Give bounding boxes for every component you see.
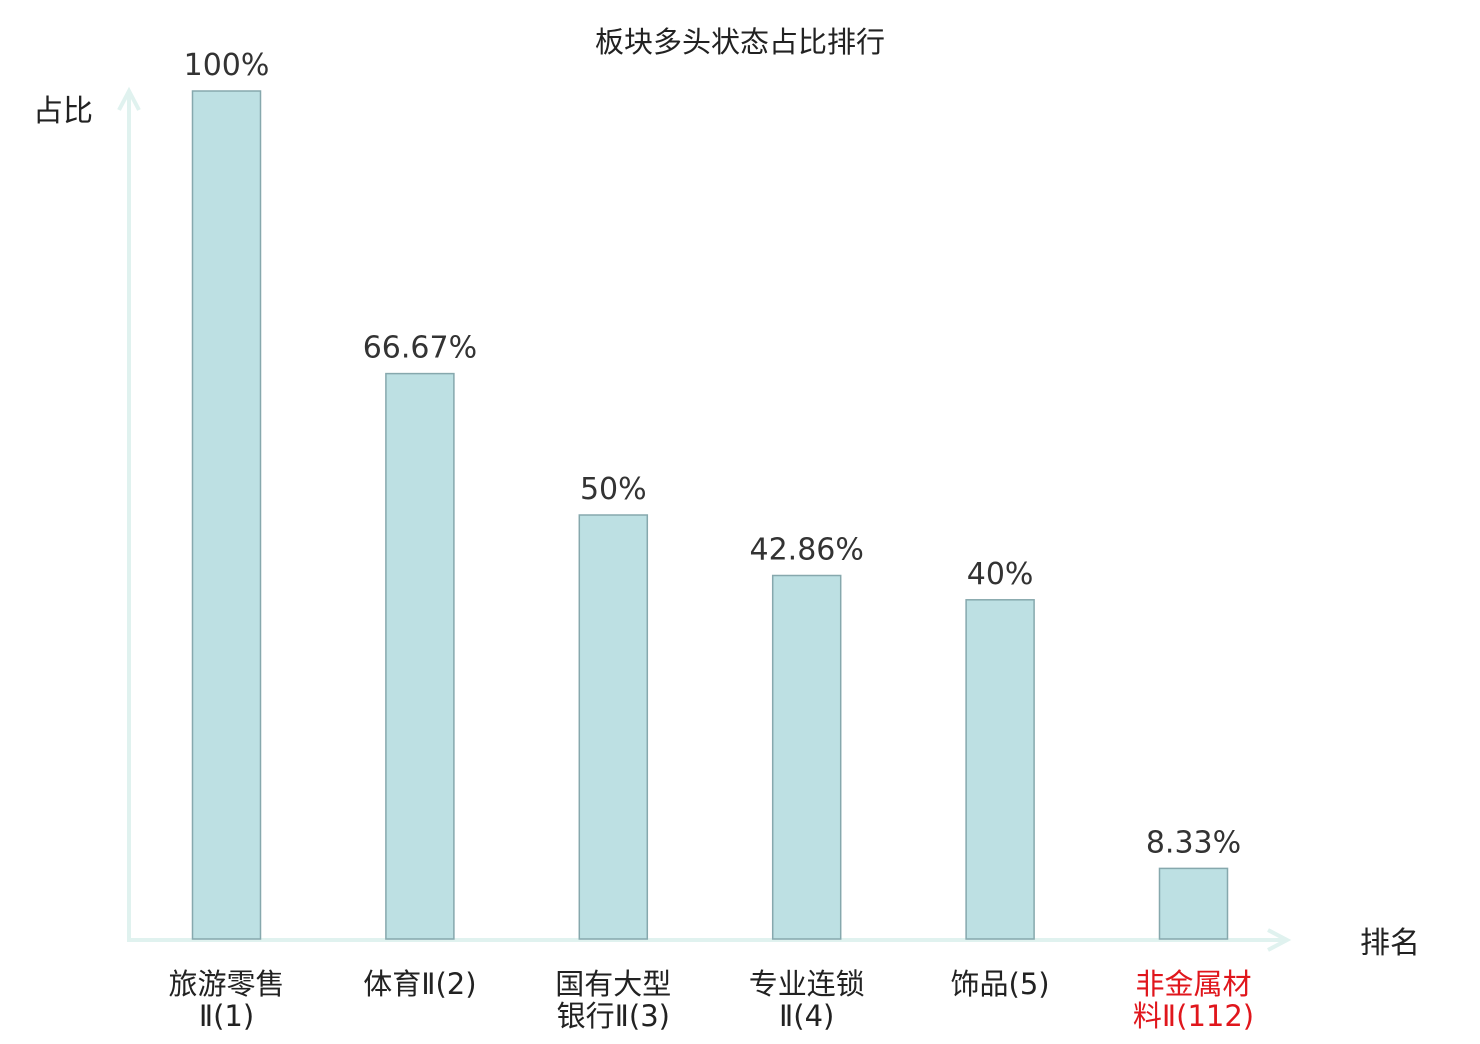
category-tick-label: Ⅱ(1) (199, 999, 254, 1033)
bar (965, 599, 1035, 940)
axes (117, 86, 1292, 952)
category-tick-label: 旅游零售 (168, 967, 284, 1001)
bar-value-label: 8.33% (1146, 825, 1241, 860)
category-tick-label: 饰品(5) (951, 967, 1050, 1001)
bar-value-label: 100% (184, 48, 270, 83)
bar-value-label: 50% (580, 472, 647, 507)
y-axis-label: 占比 (33, 94, 93, 129)
category-tick-label: 料Ⅱ(112) (1133, 999, 1254, 1033)
category-tick-label: 银行Ⅱ(3) (557, 999, 670, 1033)
chart-title: 板块多头状态占比排行 (595, 25, 885, 59)
bar-value-label: 42.86% (750, 533, 864, 568)
x-axis-label: 排名 (1360, 926, 1420, 961)
category-tick-label: 国有大型 (555, 967, 671, 1001)
bar (191, 90, 262, 940)
x-axis-arrow (1267, 928, 1292, 952)
bar-value-label: 66.67% (363, 331, 477, 366)
category-tick-label: 体育Ⅱ(2) (363, 967, 476, 1001)
bar (578, 514, 649, 940)
category-tick-label: 专业连锁 (749, 967, 865, 1001)
y-axis-arrow (117, 86, 141, 111)
bar (1158, 867, 1229, 940)
bar-value-label: 40% (967, 557, 1034, 592)
bars-group (191, 90, 1229, 940)
bar (385, 372, 455, 940)
bar (771, 574, 842, 940)
category-tick-label: Ⅱ(4) (779, 999, 834, 1033)
value-labels-group: 100% 66.67% 50% 42.86% 40% 8.33% (184, 48, 1242, 860)
category-tick-label: 非金属材 (1135, 967, 1251, 1001)
